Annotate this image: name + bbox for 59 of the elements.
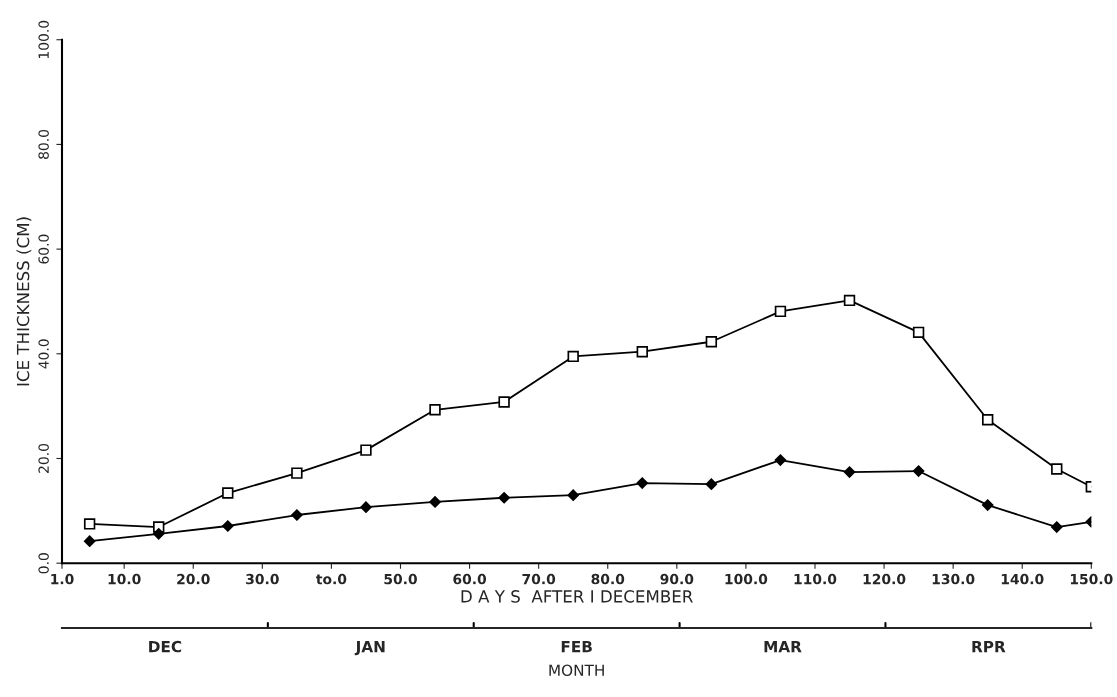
x-tick-label: 150.0 (1070, 573, 1113, 585)
point (1051, 521, 1063, 533)
point (360, 444, 372, 456)
x-tick-label: 60.0 (453, 573, 487, 585)
point (843, 294, 856, 307)
point (222, 487, 234, 499)
point (152, 528, 165, 540)
point (843, 466, 856, 478)
y-tick-label: 40.0 (38, 339, 49, 369)
point (83, 518, 96, 530)
category-label: RPR (972, 641, 1006, 653)
point (429, 404, 441, 416)
point (912, 326, 925, 339)
x-tick-label: 30.0 (246, 573, 279, 585)
x-tick-label: 10.0 (108, 573, 141, 585)
x-tick-label: 100.0 (725, 573, 768, 585)
y-axis-title: ICE THICKNESS (CM) (16, 217, 32, 386)
y-tick-label: 80.0 (38, 129, 49, 159)
point (291, 509, 303, 521)
point (1051, 463, 1063, 475)
point (291, 467, 303, 479)
x-tick-label: 50.0 (384, 573, 417, 585)
point (774, 305, 787, 318)
point (360, 501, 372, 513)
point (774, 454, 787, 466)
x-tick-label: 110.0 (794, 573, 837, 585)
y-tick-label: 60.0 (38, 234, 49, 264)
point (429, 496, 441, 508)
x-tick-label: 120.0 (863, 573, 906, 585)
y-tick-label: 20.0 (38, 443, 49, 473)
x-tick-label: to.0 (316, 573, 347, 585)
x-tick-label: 70.0 (522, 573, 556, 585)
text: MONTH (549, 664, 604, 677)
category-label: MAR (764, 641, 802, 653)
point (498, 396, 510, 408)
point (498, 491, 510, 504)
point (981, 414, 994, 426)
x-tick-label: 20.0 (177, 573, 210, 585)
point (705, 478, 718, 490)
x-tick-label: 140.0 (1001, 573, 1044, 585)
x-tick-label: 90.0 (660, 573, 694, 585)
x-axis-title: D A Y S AFTER I DECEMBER (461, 590, 693, 603)
category-label: JAN (354, 641, 385, 656)
y-tick-label: 0.0 (38, 553, 49, 574)
point (83, 535, 96, 547)
category-label: FEB (561, 641, 592, 653)
category-label: DEC (149, 640, 182, 653)
point (636, 346, 648, 358)
point (981, 499, 994, 511)
point (912, 465, 925, 477)
point (567, 489, 579, 501)
point (222, 520, 234, 532)
point (567, 350, 579, 363)
y-tick-label: 100.0 (38, 20, 49, 59)
x-tick-label: 1.0 (51, 573, 74, 585)
x-tick-label: 80.0 (591, 573, 625, 585)
x-tick-label: 130.0 (932, 573, 975, 585)
point (705, 336, 718, 348)
point (636, 477, 649, 489)
